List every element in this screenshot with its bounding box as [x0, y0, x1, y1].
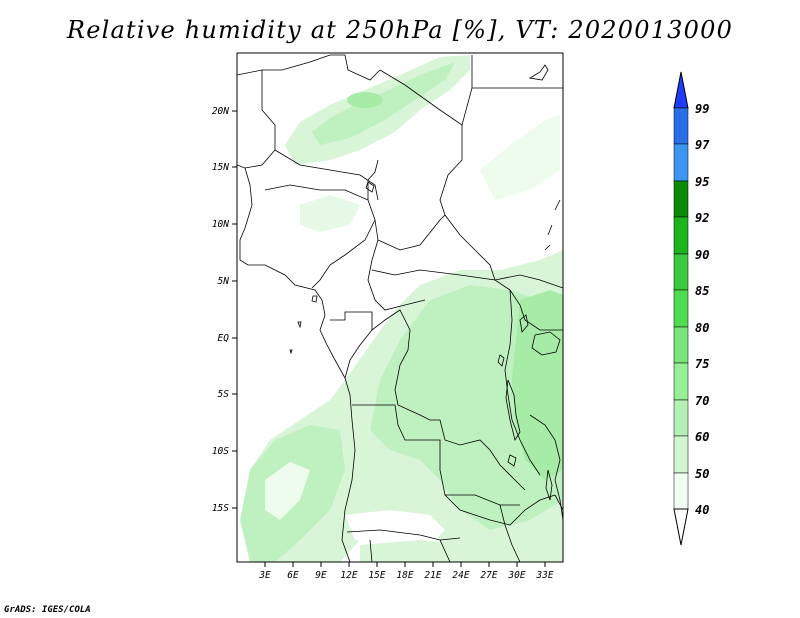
- y-tick-10n: 10N: [212, 219, 229, 230]
- y-tick-15n: 15N: [212, 162, 229, 173]
- border-cameroon: [367, 219, 426, 311]
- lake-victoria: [531, 331, 561, 356]
- x-tick-12e: 12E: [340, 570, 357, 581]
- border-drc-east: [504, 289, 541, 476]
- ticks-east-africa: [544, 199, 561, 251]
- x-tick-24e: 24E: [452, 570, 469, 581]
- colorbar-label-60: 60: [695, 430, 709, 444]
- colorbar-seg-97-99: [673, 107, 689, 145]
- colorbar-seg-75-80: [673, 326, 689, 364]
- x-tick-3e: 3E: [258, 570, 271, 581]
- x-tick-33e: 33E: [535, 570, 553, 581]
- border-drc: [371, 309, 526, 491]
- border-car: [371, 214, 511, 291]
- x-tick-27e: 27E: [480, 570, 497, 581]
- border-north-2: [379, 55, 473, 126]
- border-mali-niger: [244, 70, 276, 169]
- lake-malawi: [545, 469, 553, 501]
- colorbar-seg-95-97: [673, 143, 689, 182]
- humidity-shading: [240, 55, 563, 562]
- colorbar-label-99: 99: [695, 102, 709, 116]
- y-tick-15s: 15S: [212, 503, 229, 514]
- border-misc-2: [499, 494, 563, 562]
- colorbar-label-70: 70: [695, 394, 709, 408]
- colorbar-bottom-arrow: [673, 508, 689, 546]
- y-tick-eq: EQ: [218, 333, 230, 344]
- x-tick-15e: 15E: [368, 570, 385, 581]
- colorbar-label-95: 95: [695, 175, 709, 189]
- colorbar-seg-50-60: [673, 435, 689, 474]
- humidity-gap-south: [345, 510, 445, 545]
- humidity-band-north-core: [312, 62, 455, 145]
- colorbar-seg-70-75: [673, 362, 689, 401]
- colorbar-seg-85-90: [673, 253, 689, 291]
- humidity-plume-southwest-light: [265, 462, 310, 520]
- colorbar-seg-92-95: [673, 180, 689, 218]
- border-angola-south: [346, 529, 461, 541]
- lake-chad: [365, 181, 375, 193]
- humidity-south-band: [360, 540, 500, 562]
- humidity-wisp-sudan: [480, 115, 560, 200]
- humidity-central-core: [370, 285, 563, 530]
- lake-kivu: [497, 354, 505, 367]
- island-annobon: [289, 349, 293, 355]
- coastline-west: [237, 164, 356, 562]
- map-frame: [236, 52, 564, 563]
- x-tick-30e: 30E: [507, 570, 525, 581]
- border-north-1: [237, 54, 381, 81]
- y-tick-20n: 20N: [212, 106, 229, 117]
- colorbar-seg-80-85: [673, 289, 689, 328]
- y-tick-5n: 5N: [218, 276, 230, 287]
- colorbar-top-arrow: [673, 71, 689, 109]
- border-niger-chad: [274, 149, 379, 201]
- humidity-wisp-west: [300, 195, 360, 232]
- x-tick-9e: 9E: [315, 570, 327, 581]
- island-saotome: [297, 321, 302, 329]
- border-namibia: [369, 539, 451, 562]
- border-sudan: [494, 274, 563, 289]
- border-gabon-congo: [330, 311, 373, 379]
- y-tick-10s: 10S: [212, 446, 229, 457]
- x-tick-6e: 6E: [287, 570, 299, 581]
- border-tanzania: [529, 414, 563, 521]
- border-chad: [439, 125, 496, 281]
- border-south-sudan: [509, 289, 563, 331]
- lake-tanganyika: [505, 379, 521, 442]
- colorbar-label-40: 40: [695, 503, 709, 517]
- lake-mweru: [507, 454, 517, 467]
- humidity-blob-north: [347, 92, 383, 108]
- colorbar-label-90: 90: [695, 248, 709, 262]
- coast-redsea: [528, 64, 549, 81]
- map-title: Relative humidity at 250hPa [%], VT: 202…: [66, 16, 734, 44]
- island-bioko: [311, 295, 318, 303]
- y-tick-5s: 5S: [218, 389, 230, 400]
- boundaries: [237, 54, 563, 562]
- border-misc-1: [367, 159, 379, 200]
- grads-credit: GrADS: IGES/COLA: [4, 605, 91, 615]
- colorbar-label-80: 80: [695, 321, 709, 335]
- colorbar-seg-40-50: [673, 472, 689, 510]
- colorbar-label-92: 92: [695, 211, 709, 225]
- y-axis: 20N 15N 10N 5N EQ 5S 10S 15S: [212, 106, 237, 514]
- border-angola: [352, 404, 520, 506]
- colorbar-label-50: 50: [695, 467, 709, 481]
- x-tick-21e: 21E: [424, 570, 441, 581]
- colorbar-seg-90-92: [673, 216, 689, 255]
- x-tick-18e: 18E: [396, 570, 413, 581]
- border-zambia: [444, 494, 556, 526]
- colorbar-label-97: 97: [695, 138, 710, 152]
- colorbar-seg-60-70: [673, 399, 689, 437]
- lake-albert: [519, 314, 529, 333]
- colorbar-label-75: 75: [695, 357, 709, 371]
- colorbar: 99 97 95 92 90 85 80 75 70 60 50 40: [673, 71, 710, 546]
- colorbar-label-85: 85: [695, 284, 709, 298]
- x-axis: 3E 6E 9E 12E 15E 18E 21E 24E 27E 30E 33E: [258, 562, 554, 581]
